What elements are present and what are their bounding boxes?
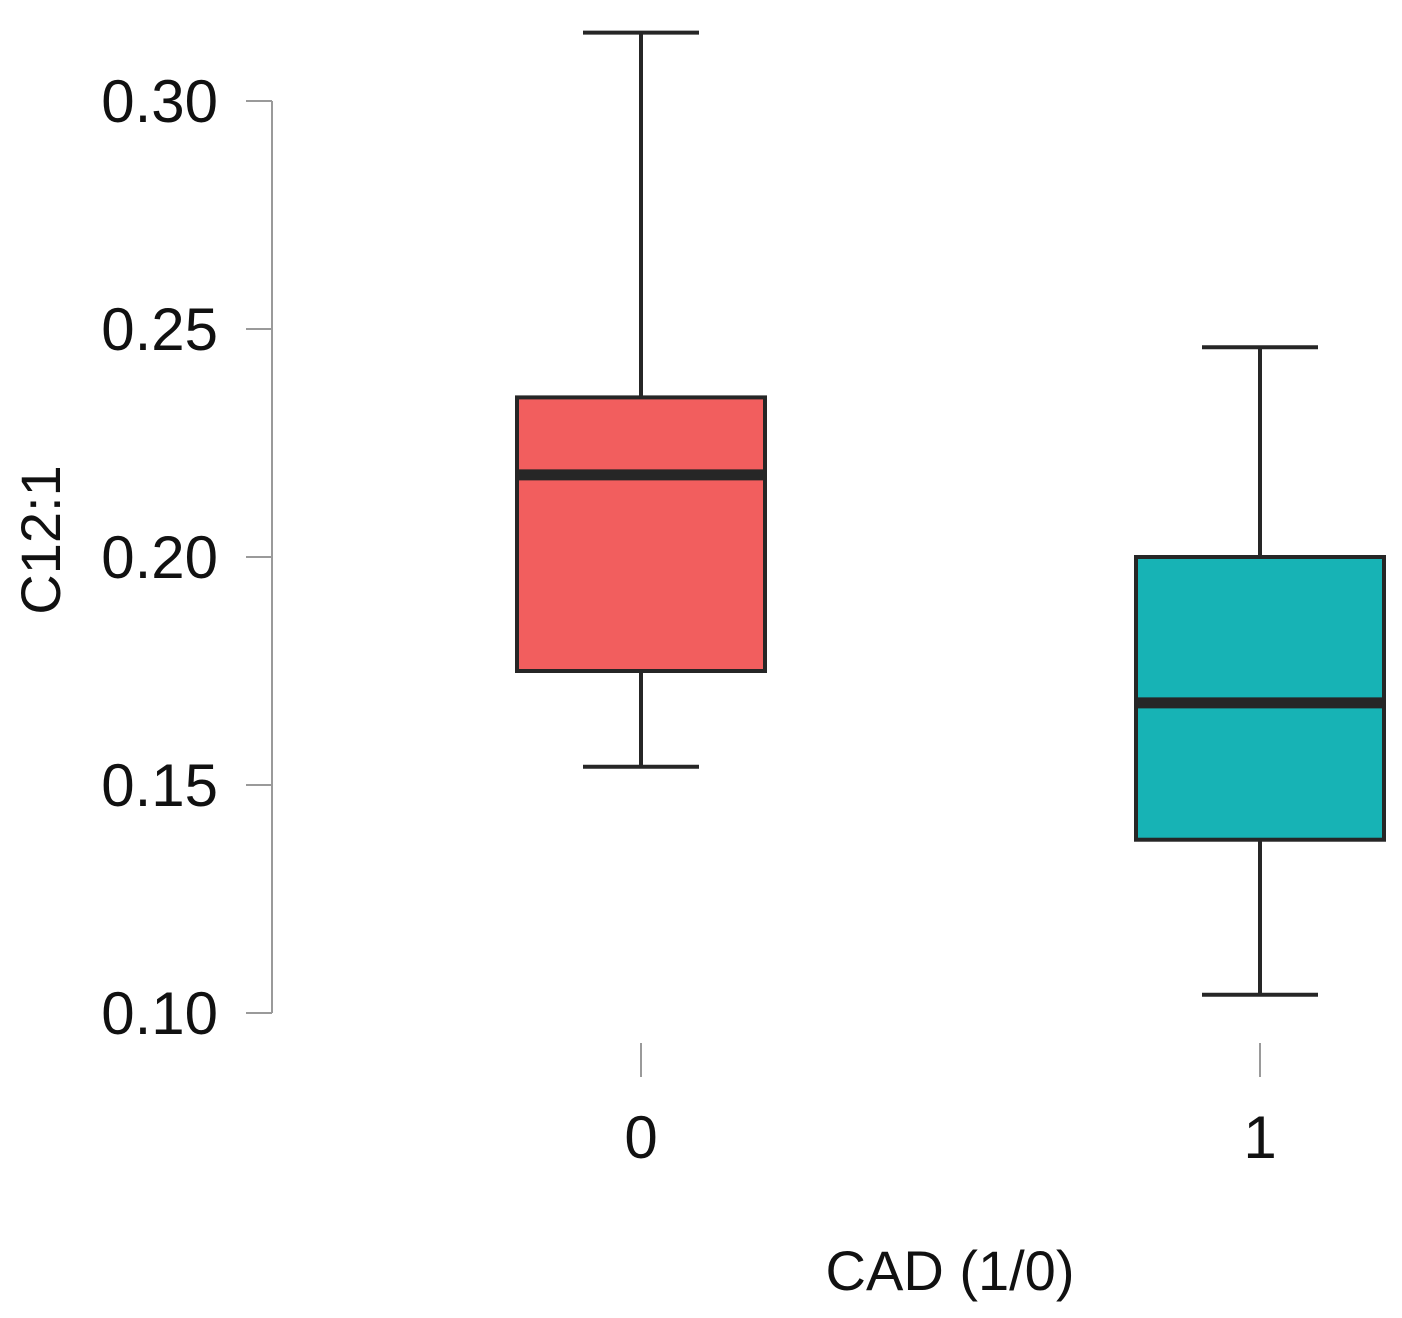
y-tick-label: 0.25 <box>101 296 218 363</box>
y-tick-label: 0.30 <box>101 68 218 135</box>
box-group-1 <box>1134 345 1386 997</box>
y-tick-label: 0.10 <box>101 980 218 1047</box>
x-tick-label: 0 <box>624 1104 657 1171</box>
y-axis-label: C12:1 <box>9 465 72 614</box>
x-axis-label: CAD (1/0) <box>826 1239 1075 1302</box>
box-iqr <box>515 395 767 673</box>
boxes <box>515 30 1386 997</box>
y-tick-label: 0.20 <box>101 524 218 591</box>
y-axis: 0.10 0.15 0.20 0.25 0.30 <box>101 68 273 1047</box>
x-tick-label: 1 <box>1243 1104 1276 1171</box>
box-group-0 <box>515 30 767 769</box>
y-tick-label: 0.15 <box>101 752 218 819</box>
